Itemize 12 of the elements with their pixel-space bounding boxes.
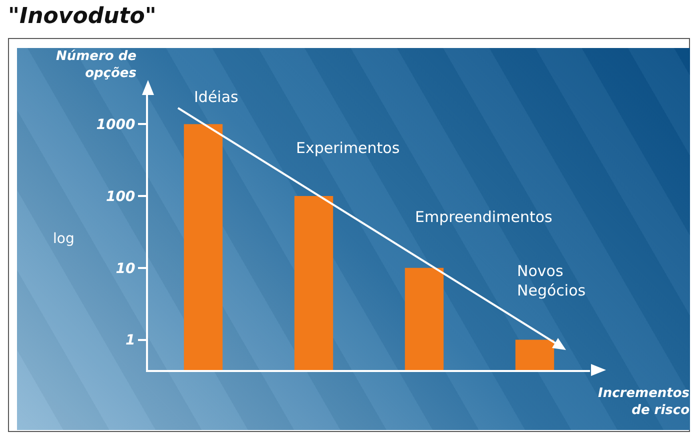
- annotation: Idéias: [194, 88, 239, 106]
- y-tick-label: 1: [125, 332, 136, 349]
- y-tick-label: 1000: [96, 117, 136, 134]
- y-tick-label: 100: [106, 188, 136, 205]
- annotation: Empreendimentos: [415, 208, 553, 226]
- annotation: Novos Negócios: [517, 262, 586, 300]
- annotation: Experimentos: [296, 139, 400, 157]
- chart-title: "Inovoduto": [8, 4, 156, 29]
- text: log: [53, 231, 74, 247]
- x-axis-title: Incrementos de risco: [598, 386, 690, 418]
- y-axis-title: Número de opções: [56, 49, 137, 81]
- y-tick-label: 10: [116, 260, 136, 277]
